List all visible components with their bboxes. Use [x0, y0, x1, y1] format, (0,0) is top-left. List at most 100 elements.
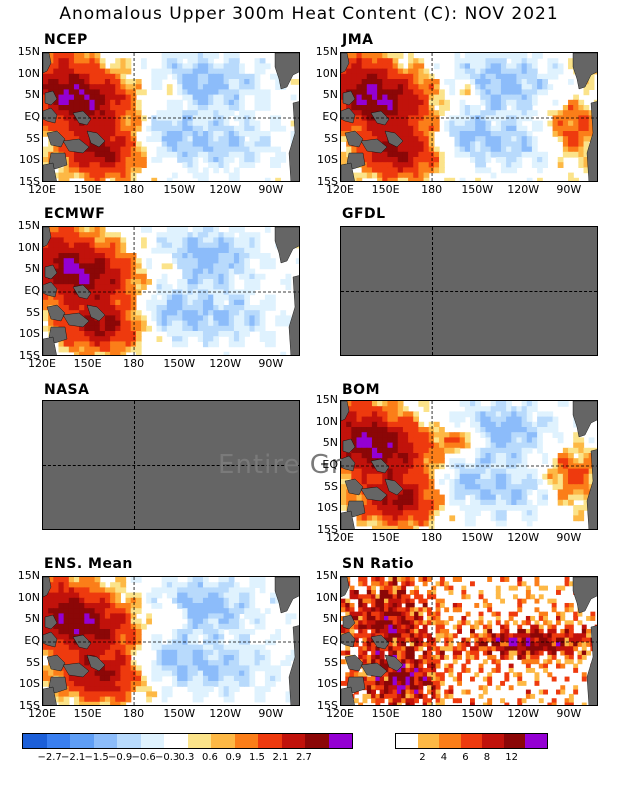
field-cell: [375, 615, 381, 621]
field-cell: [547, 421, 554, 428]
land-mass: [43, 107, 58, 124]
field-cell: [177, 63, 183, 70]
field-cell: [228, 686, 235, 692]
field-cell: [192, 110, 199, 116]
field-cell: [228, 320, 235, 327]
field-cell: [130, 162, 137, 168]
field-cell: [182, 279, 189, 285]
field-cell: [521, 94, 528, 101]
field-cell: [192, 157, 199, 163]
field-cell: [449, 484, 456, 490]
field-cell: [99, 63, 106, 70]
field-cell: [428, 162, 435, 168]
field-cell: [351, 406, 358, 412]
field-cell: [63, 73, 70, 80]
field-cell: [202, 242, 209, 249]
field-cell: [197, 592, 204, 599]
field-cell: [233, 613, 240, 620]
field-cell: [244, 284, 250, 290]
land-mass: [43, 53, 52, 74]
field-cell: [500, 110, 507, 116]
field-cell: [161, 73, 168, 80]
field-cell: [73, 577, 80, 583]
field-cell: [202, 79, 209, 85]
field-cell: [223, 141, 230, 148]
field-cell: [213, 247, 220, 254]
field-cell: [490, 99, 497, 106]
field-cell: [475, 468, 481, 475]
field-cell: [402, 520, 409, 527]
field-cell: [130, 125, 137, 132]
field-cell: [525, 594, 531, 600]
field-cell: [573, 437, 579, 444]
field-cell: [384, 611, 389, 617]
field-cell: [495, 589, 501, 595]
field-cell: [478, 589, 484, 595]
field-cell: [249, 681, 256, 687]
field-cell: [361, 73, 368, 80]
field-cell: [110, 105, 116, 111]
field-cell: [233, 167, 240, 174]
field-cell: [500, 577, 505, 582]
field-cell: [208, 141, 214, 148]
field-cell: [397, 73, 404, 80]
field-cell: [120, 73, 127, 80]
field-cell: [485, 468, 492, 475]
field-cell: [213, 253, 220, 259]
field-cell: [94, 289, 101, 296]
field-cell: [110, 68, 116, 75]
field-cell: [409, 602, 415, 608]
field-cell: [402, 494, 409, 501]
field-cell: [89, 644, 96, 651]
field-cell: [161, 660, 168, 666]
field-cell: [382, 99, 389, 106]
field-cell: [568, 468, 574, 475]
field-cell: [387, 510, 394, 516]
field-cell: [428, 94, 435, 101]
field-cell: [526, 479, 533, 485]
field-cell: [538, 585, 544, 591]
field-cell: [485, 447, 492, 454]
field-cell: [552, 73, 559, 80]
field-cell: [104, 94, 111, 101]
field-cell: [341, 437, 347, 444]
field-cell: [120, 320, 127, 327]
field-cell: [401, 585, 407, 591]
field-cell: [382, 473, 389, 480]
field-cell: [590, 611, 596, 617]
field-cell: [166, 84, 173, 90]
field-cell: [366, 432, 373, 438]
field-cell: [428, 489, 435, 496]
field-cell: [197, 613, 204, 620]
field-cell: [366, 151, 373, 158]
field-cell: [485, 406, 492, 412]
field-cell: [94, 629, 101, 635]
field-cell: [228, 681, 235, 687]
field-cell: [228, 177, 235, 181]
field-cell: [223, 242, 230, 249]
field-cell: [172, 105, 178, 111]
field-cell: [382, 125, 389, 132]
field-cell: [249, 162, 256, 168]
map-ecmwf: [42, 226, 300, 356]
field-cell: [402, 157, 409, 163]
field-cell: [223, 68, 230, 75]
field-cell: [192, 151, 199, 158]
field-cell: [63, 284, 70, 290]
field-cell: [130, 253, 137, 259]
field-cell: [254, 131, 261, 137]
field-cell: [239, 273, 245, 280]
field-cell: [213, 263, 220, 270]
field-cell: [259, 691, 266, 698]
field-cell: [439, 494, 445, 501]
field-cell: [182, 681, 189, 687]
field-cell: [89, 634, 96, 640]
field-cell: [573, 479, 579, 485]
field-cell: [254, 608, 261, 614]
field-cell: [270, 263, 276, 270]
field-cell: [53, 247, 60, 254]
field-cell: [568, 105, 574, 111]
field-cell: [521, 58, 528, 64]
field-cell: [526, 505, 533, 511]
field-cell: [84, 273, 91, 280]
